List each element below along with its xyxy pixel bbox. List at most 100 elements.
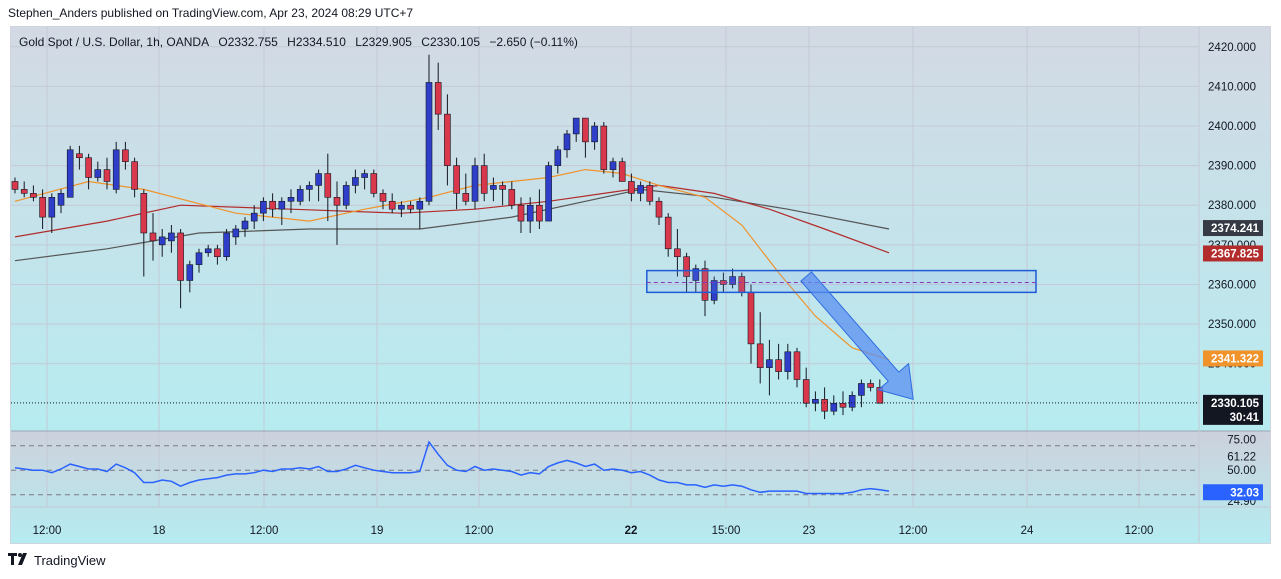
candle-body [177, 232, 184, 281]
candle [499, 181, 506, 206]
candle [361, 169, 368, 190]
candle-body [342, 185, 350, 206]
y-tick-label: 2410.000 [1208, 81, 1256, 93]
candle-body [103, 169, 111, 182]
candle-body [729, 276, 736, 285]
candle [195, 248, 203, 273]
price-label-bg [1203, 245, 1263, 262]
candle-body [434, 82, 442, 115]
x-tick-label: 19 [371, 525, 384, 537]
candle-body [490, 185, 497, 190]
candle-body [195, 252, 203, 265]
last-price-label-bg [1203, 394, 1263, 425]
chart-canvas[interactable]: 2420.000 2410.000 2400.000 2390.000 2380.000… [11, 27, 1270, 543]
drawings[interactable] [646, 269, 1037, 400]
y-tick-label: 2390.000 [1208, 161, 1256, 173]
candle-body [664, 216, 672, 250]
candle-body [20, 189, 28, 194]
rsi-value-bg [1203, 484, 1263, 501]
rsi-tick-label: 50.00 [1227, 465, 1256, 477]
candle-body [618, 161, 626, 182]
candle [609, 157, 617, 178]
price-label: 2341.322 [1203, 350, 1263, 367]
candle [260, 197, 267, 222]
chart-frame[interactable]: 2420.000 2410.000 2400.000 2390.000 2380.000… [10, 26, 1271, 544]
resistance-zone-rect [646, 269, 1037, 294]
candle [296, 185, 304, 206]
candle-body [425, 82, 433, 202]
candle-body [784, 351, 792, 372]
tradingview-brand[interactable]: TradingView [8, 553, 106, 568]
candle-body [186, 264, 194, 281]
candle-body [646, 185, 654, 202]
candle [462, 173, 470, 206]
candle [48, 193, 56, 233]
candle-body [499, 185, 506, 190]
candle [563, 129, 571, 158]
rsi-indicator [11, 440, 1199, 496]
candle-body [112, 149, 120, 190]
price-label: 2374.241 [1203, 220, 1263, 237]
candle-body [756, 343, 764, 368]
y-tick-label: 2400.000 [1208, 121, 1256, 133]
candle [618, 157, 626, 182]
candle [140, 189, 148, 277]
candle [85, 153, 92, 190]
candle [250, 205, 258, 229]
candle-body [315, 173, 322, 186]
candle-body [140, 193, 148, 234]
x-tick-label: 12:00 [33, 525, 62, 537]
candle [434, 62, 442, 130]
x-tick-label: 15:00 [712, 525, 741, 537]
candle-body [158, 236, 166, 246]
candle [76, 145, 83, 170]
axes: 2420.000 2410.000 2400.000 2390.000 2380.000… [11, 27, 1270, 543]
candle [278, 197, 286, 226]
candle [453, 157, 460, 210]
x-tick-label: 24 [1021, 525, 1034, 537]
candle [214, 244, 221, 265]
candle-body [802, 379, 810, 404]
candle-body [582, 117, 589, 143]
candle [536, 189, 543, 229]
candle [20, 181, 28, 198]
candle [287, 189, 295, 214]
candle-body [149, 232, 157, 242]
candle [269, 193, 276, 218]
rsi-line [14, 440, 890, 495]
candles [11, 54, 884, 420]
candle-body [867, 383, 874, 388]
candle [784, 343, 792, 380]
countdown-text: 30:41 [1230, 412, 1260, 424]
candle [352, 169, 359, 194]
candle [204, 244, 212, 257]
candle [168, 225, 175, 253]
candle-body [352, 177, 359, 186]
candle [600, 122, 608, 174]
candle-body [324, 173, 332, 198]
price-label-text: 2374.241 [1211, 223, 1260, 235]
candle-body [674, 248, 681, 258]
candle-body [848, 395, 856, 408]
candle [646, 181, 654, 206]
candle-body [572, 117, 580, 135]
legend-low: L2329.905 [355, 35, 412, 49]
candle [848, 391, 856, 412]
candle [729, 268, 736, 289]
legend-high: H2334.510 [287, 35, 346, 49]
candle [766, 339, 773, 396]
candle-body [554, 149, 562, 166]
candle-body [398, 204, 405, 210]
sma-fast-line [14, 168, 890, 361]
candle-body [517, 204, 525, 222]
y-tick-label: 2350.000 [1208, 319, 1256, 331]
x-tick-label: 12:00 [1125, 525, 1154, 537]
candle-body [57, 193, 65, 206]
candle-body [416, 200, 424, 210]
candle-body [214, 248, 221, 258]
candle-body [683, 256, 690, 277]
candle [490, 177, 497, 202]
candle [398, 201, 405, 218]
candle-body [591, 125, 598, 143]
price-label-bg [1203, 350, 1263, 367]
